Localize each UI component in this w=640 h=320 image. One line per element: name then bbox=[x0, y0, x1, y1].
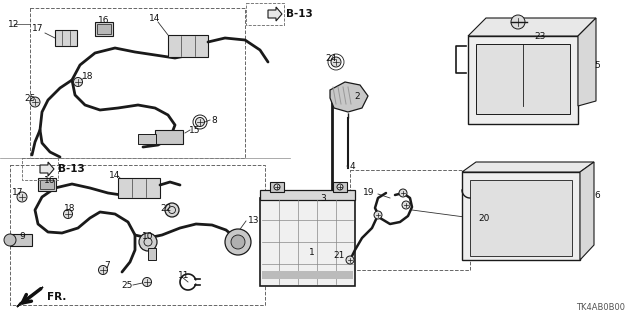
Text: 17: 17 bbox=[12, 188, 24, 196]
Polygon shape bbox=[268, 7, 282, 21]
Text: 12: 12 bbox=[8, 20, 20, 28]
Bar bbox=[22, 158, 58, 180]
Circle shape bbox=[402, 201, 410, 209]
Polygon shape bbox=[578, 18, 596, 106]
Bar bbox=[333, 182, 347, 192]
Bar bbox=[10, 165, 265, 305]
Circle shape bbox=[195, 117, 205, 126]
Text: 23: 23 bbox=[534, 31, 545, 41]
Text: 14: 14 bbox=[149, 13, 161, 22]
Text: 25: 25 bbox=[122, 281, 132, 290]
Circle shape bbox=[231, 235, 245, 249]
Text: 9: 9 bbox=[19, 231, 25, 241]
Bar bbox=[30, 8, 245, 158]
Circle shape bbox=[225, 229, 251, 255]
Circle shape bbox=[399, 189, 407, 197]
Text: B-13: B-13 bbox=[58, 164, 84, 174]
Text: 2: 2 bbox=[354, 92, 360, 100]
Bar bbox=[468, 36, 578, 124]
Bar bbox=[470, 180, 572, 256]
Text: 7: 7 bbox=[104, 260, 109, 269]
Text: 13: 13 bbox=[248, 215, 259, 225]
Text: 6: 6 bbox=[594, 190, 600, 199]
Bar bbox=[260, 190, 355, 200]
Bar bbox=[10, 234, 32, 246]
Circle shape bbox=[337, 184, 343, 190]
Bar bbox=[260, 198, 355, 286]
Text: 3: 3 bbox=[320, 194, 326, 203]
Circle shape bbox=[346, 256, 354, 264]
Text: B-13: B-13 bbox=[286, 9, 313, 19]
Bar bbox=[155, 130, 183, 144]
Bar bbox=[97, 24, 111, 34]
Polygon shape bbox=[580, 162, 594, 260]
Text: 22: 22 bbox=[161, 204, 172, 212]
Bar bbox=[262, 271, 353, 279]
Text: 21: 21 bbox=[333, 252, 345, 260]
Circle shape bbox=[331, 57, 341, 67]
Bar bbox=[168, 35, 208, 57]
Bar bbox=[138, 134, 156, 144]
Circle shape bbox=[165, 203, 179, 217]
Text: 16: 16 bbox=[44, 175, 56, 185]
Text: 10: 10 bbox=[142, 231, 154, 241]
Text: 18: 18 bbox=[83, 71, 93, 81]
Text: 15: 15 bbox=[189, 125, 201, 134]
Bar bbox=[270, 182, 284, 192]
Circle shape bbox=[99, 266, 108, 275]
Bar bbox=[350, 170, 470, 270]
Text: 25: 25 bbox=[24, 93, 36, 102]
Text: 18: 18 bbox=[64, 204, 76, 212]
Bar bbox=[148, 248, 156, 260]
Text: 20: 20 bbox=[478, 213, 490, 222]
Polygon shape bbox=[462, 162, 594, 172]
Text: 24: 24 bbox=[325, 53, 336, 62]
Circle shape bbox=[274, 184, 280, 190]
Circle shape bbox=[143, 277, 152, 286]
Bar bbox=[95, 22, 113, 36]
Circle shape bbox=[30, 97, 40, 107]
Circle shape bbox=[374, 211, 382, 219]
Text: 14: 14 bbox=[109, 171, 121, 180]
Circle shape bbox=[4, 234, 16, 246]
Text: FR.: FR. bbox=[47, 292, 67, 302]
Bar bbox=[40, 180, 54, 189]
Circle shape bbox=[17, 192, 27, 202]
Circle shape bbox=[139, 233, 157, 251]
Circle shape bbox=[63, 210, 72, 219]
Bar bbox=[118, 178, 160, 198]
Text: 5: 5 bbox=[594, 60, 600, 69]
Text: 17: 17 bbox=[32, 23, 44, 33]
Polygon shape bbox=[330, 82, 368, 112]
Bar bbox=[246, 3, 284, 25]
Bar bbox=[55, 30, 77, 46]
Text: TK4AB0B00: TK4AB0B00 bbox=[576, 303, 625, 312]
Circle shape bbox=[511, 15, 525, 29]
Text: 4: 4 bbox=[350, 162, 356, 171]
Bar bbox=[476, 44, 570, 114]
Polygon shape bbox=[468, 18, 596, 36]
Text: 11: 11 bbox=[178, 270, 189, 279]
Text: 1: 1 bbox=[309, 247, 315, 257]
Text: 8: 8 bbox=[211, 116, 217, 124]
Polygon shape bbox=[40, 162, 54, 176]
Text: 16: 16 bbox=[99, 15, 109, 25]
Circle shape bbox=[74, 77, 83, 86]
Text: 19: 19 bbox=[362, 188, 374, 196]
Bar bbox=[462, 172, 580, 260]
Bar bbox=[38, 178, 56, 191]
Polygon shape bbox=[17, 287, 43, 307]
